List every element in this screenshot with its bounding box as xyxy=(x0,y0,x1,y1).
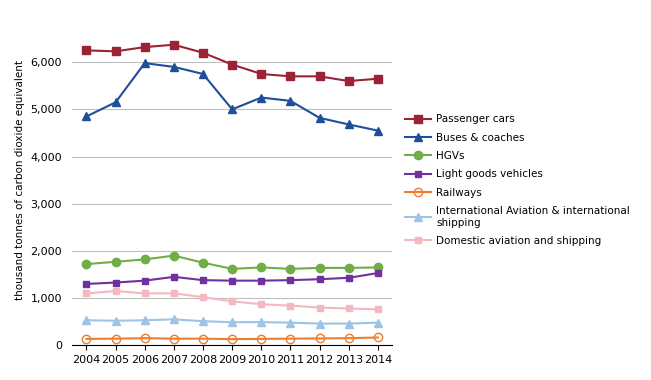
Passenger cars xyxy=(229,62,236,67)
International Aviation & international
shipping xyxy=(286,320,294,325)
Buses & coaches xyxy=(286,98,294,103)
International Aviation & international
shipping xyxy=(199,319,207,323)
HGVs xyxy=(83,262,90,266)
Buses & coaches xyxy=(374,128,381,133)
Buses & coaches xyxy=(316,116,324,120)
Y-axis label: thousand tonnes of carbon dioxide equivalent: thousand tonnes of carbon dioxide equiva… xyxy=(15,60,25,300)
Domestic aviation and shipping xyxy=(316,305,324,310)
International Aviation & international
shipping xyxy=(229,320,236,325)
Passenger cars xyxy=(374,76,381,81)
International Aviation & international
shipping xyxy=(374,320,381,325)
Passenger cars xyxy=(316,74,324,79)
Domestic aviation and shipping xyxy=(257,302,265,307)
Buses & coaches xyxy=(345,122,353,127)
Light goods vehicles xyxy=(141,279,148,283)
Light goods vehicles xyxy=(316,277,324,282)
Railways xyxy=(199,336,207,341)
Passenger cars xyxy=(170,43,178,47)
HGVs xyxy=(257,265,265,270)
Domestic aviation and shipping xyxy=(374,307,381,312)
Passenger cars xyxy=(141,45,148,49)
Line: HGVs: HGVs xyxy=(82,252,382,273)
Line: International Aviation & international
shipping: International Aviation & international s… xyxy=(82,315,382,328)
HGVs xyxy=(374,265,381,270)
HGVs xyxy=(286,266,294,271)
Light goods vehicles xyxy=(199,278,207,282)
Domestic aviation and shipping xyxy=(112,289,120,293)
International Aviation & international
shipping xyxy=(257,320,265,325)
Passenger cars xyxy=(345,79,353,83)
HGVs xyxy=(112,260,120,264)
Line: Light goods vehicles: Light goods vehicles xyxy=(83,270,381,287)
Railways xyxy=(83,337,90,341)
Passenger cars xyxy=(83,48,90,53)
Light goods vehicles xyxy=(345,276,353,280)
Line: Domestic aviation and shipping: Domestic aviation and shipping xyxy=(83,288,381,313)
Railways xyxy=(257,337,265,341)
Buses & coaches xyxy=(199,72,207,76)
Light goods vehicles xyxy=(83,282,90,286)
Buses & coaches xyxy=(229,107,236,112)
Domestic aviation and shipping xyxy=(199,295,207,299)
Buses & coaches xyxy=(141,61,148,65)
Buses & coaches xyxy=(170,65,178,69)
Railways xyxy=(374,335,381,340)
Railways xyxy=(229,337,236,341)
International Aviation & international
shipping xyxy=(112,318,120,323)
Line: Buses & coaches: Buses & coaches xyxy=(82,59,382,135)
Light goods vehicles xyxy=(112,280,120,285)
Light goods vehicles xyxy=(229,279,236,283)
Passenger cars xyxy=(257,72,265,76)
International Aviation & international
shipping xyxy=(141,318,148,323)
Domestic aviation and shipping xyxy=(141,291,148,296)
Railways xyxy=(112,336,120,341)
HGVs xyxy=(199,260,207,265)
HGVs xyxy=(229,266,236,271)
International Aviation & international
shipping xyxy=(83,318,90,323)
Line: Passenger cars: Passenger cars xyxy=(82,41,382,85)
Light goods vehicles xyxy=(374,271,381,276)
HGVs xyxy=(316,266,324,270)
Passenger cars xyxy=(112,49,120,54)
Passenger cars xyxy=(199,51,207,55)
Railways xyxy=(286,336,294,341)
Domestic aviation and shipping xyxy=(345,306,353,311)
Line: Railways: Railways xyxy=(82,333,382,343)
Domestic aviation and shipping xyxy=(83,291,90,296)
Light goods vehicles xyxy=(286,278,294,282)
Passenger cars xyxy=(286,74,294,79)
Buses & coaches xyxy=(112,100,120,104)
Domestic aviation and shipping xyxy=(170,291,178,296)
Light goods vehicles xyxy=(170,275,178,279)
Buses & coaches xyxy=(257,95,265,100)
Railways xyxy=(141,336,148,340)
Domestic aviation and shipping xyxy=(229,299,236,304)
Legend: Passenger cars, Buses & coaches, HGVs, Light goods vehicles, Railways, Internati: Passenger cars, Buses & coaches, HGVs, L… xyxy=(401,110,634,250)
Railways xyxy=(170,336,178,341)
International Aviation & international
shipping xyxy=(345,321,353,326)
HGVs xyxy=(170,253,178,258)
Domestic aviation and shipping xyxy=(286,303,294,308)
Light goods vehicles xyxy=(257,279,265,283)
Railways xyxy=(345,336,353,340)
International Aviation & international
shipping xyxy=(316,321,324,326)
HGVs xyxy=(345,266,353,270)
Railways xyxy=(316,336,324,341)
HGVs xyxy=(141,257,148,262)
International Aviation & international
shipping xyxy=(170,317,178,321)
Buses & coaches xyxy=(83,114,90,119)
